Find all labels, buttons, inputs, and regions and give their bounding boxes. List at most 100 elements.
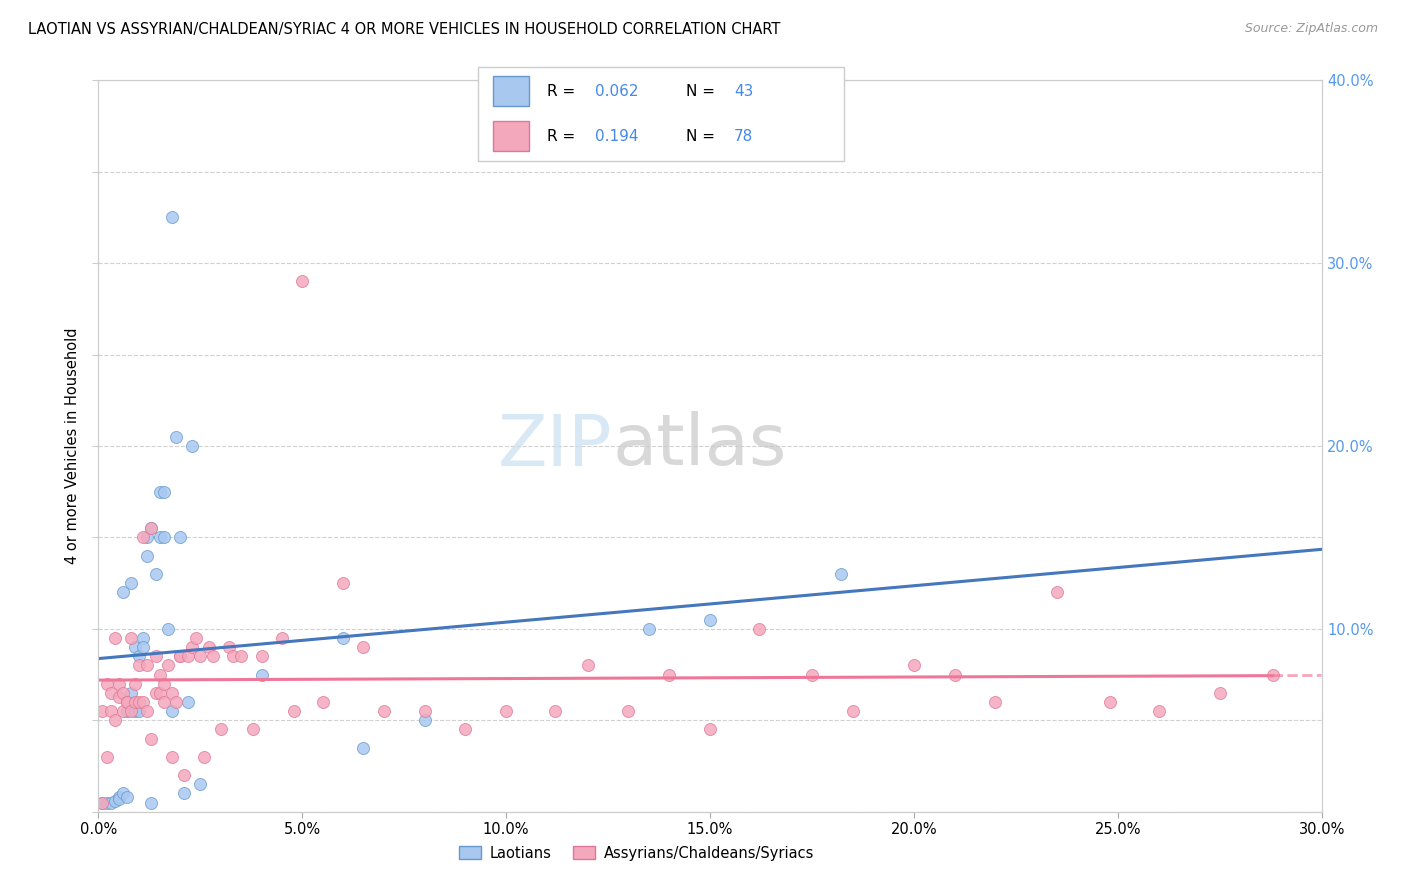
Point [145, 686, 167, 700]
Point [242, 723, 264, 737]
Point [454, 723, 477, 737]
Point [173, 768, 195, 782]
Point [283, 704, 305, 718]
Point [145, 567, 167, 582]
Point [169, 530, 191, 544]
Point [96, 796, 118, 810]
FancyBboxPatch shape [492, 77, 529, 106]
Text: N =: N = [686, 84, 720, 99]
Point [128, 649, 150, 664]
Point [576, 658, 599, 673]
Point [193, 749, 215, 764]
Point [617, 704, 640, 718]
Point [115, 695, 138, 709]
Point [352, 640, 374, 655]
Point [132, 631, 155, 645]
Point [108, 790, 131, 805]
Point [373, 704, 395, 718]
Point [115, 790, 138, 805]
Point [132, 640, 155, 655]
Point [169, 649, 191, 664]
Point [141, 521, 163, 535]
FancyBboxPatch shape [478, 67, 844, 161]
Point [136, 658, 159, 673]
Point [91, 704, 114, 718]
Point [91, 796, 114, 810]
Point [111, 585, 134, 599]
Point [181, 640, 204, 655]
Point [332, 576, 354, 591]
Point [100, 796, 122, 810]
Point [250, 649, 273, 664]
Point [186, 631, 208, 645]
Point [132, 695, 155, 709]
Point [177, 649, 200, 664]
Point [1209, 686, 1232, 700]
Point [141, 796, 163, 810]
Point [903, 658, 925, 673]
Point [108, 690, 131, 704]
Point [544, 704, 567, 718]
Point [104, 631, 127, 645]
Point [156, 658, 179, 673]
Point [352, 740, 374, 755]
Point [136, 530, 159, 544]
Point [124, 695, 146, 709]
Legend: Laotians, Assyrians/Chaldeans/Syriacs: Laotians, Assyrians/Chaldeans/Syriacs [453, 840, 820, 867]
Point [128, 658, 150, 673]
Point [165, 430, 187, 444]
Point [120, 631, 142, 645]
Point [128, 704, 150, 718]
Point [332, 631, 354, 645]
Text: LAOTIAN VS ASSYRIAN/CHALDEAN/SYRIAC 4 OR MORE VEHICLES IN HOUSEHOLD CORRELATION : LAOTIAN VS ASSYRIAN/CHALDEAN/SYRIAC 4 OR… [28, 22, 780, 37]
Point [152, 695, 174, 709]
Point [801, 667, 824, 681]
Point [120, 704, 142, 718]
Point [201, 649, 224, 664]
Point [984, 695, 1007, 709]
Point [132, 530, 155, 544]
Point [108, 676, 131, 690]
Point [209, 723, 232, 737]
Point [270, 631, 294, 645]
Point [312, 695, 335, 709]
Point [100, 704, 122, 718]
Point [413, 714, 436, 728]
Point [231, 649, 253, 664]
Text: N =: N = [686, 128, 720, 144]
Point [222, 649, 245, 664]
Point [120, 686, 142, 700]
Point [152, 530, 174, 544]
Point [100, 686, 122, 700]
Point [136, 549, 159, 563]
Point [250, 667, 273, 681]
Point [115, 704, 138, 718]
Point [124, 704, 146, 718]
Point [136, 704, 159, 718]
Point [152, 676, 174, 690]
Point [638, 622, 661, 636]
Point [495, 704, 517, 718]
Text: 78: 78 [734, 128, 754, 144]
Point [141, 521, 163, 535]
Point [111, 787, 134, 801]
Point [152, 484, 174, 499]
Y-axis label: 4 or more Vehicles in Household: 4 or more Vehicles in Household [65, 327, 80, 565]
FancyBboxPatch shape [492, 121, 529, 152]
Point [96, 749, 118, 764]
Text: Source: ZipAtlas.com: Source: ZipAtlas.com [1244, 22, 1378, 36]
Point [149, 667, 172, 681]
Point [160, 749, 183, 764]
Point [160, 704, 183, 718]
Point [160, 211, 183, 225]
Point [165, 695, 187, 709]
Point [104, 794, 127, 808]
Point [141, 731, 163, 746]
Point [149, 686, 172, 700]
Text: ZIP: ZIP [498, 411, 612, 481]
Text: 0.194: 0.194 [595, 128, 638, 144]
Point [291, 275, 314, 289]
Point [1147, 704, 1170, 718]
Point [830, 567, 852, 582]
Point [115, 695, 138, 709]
